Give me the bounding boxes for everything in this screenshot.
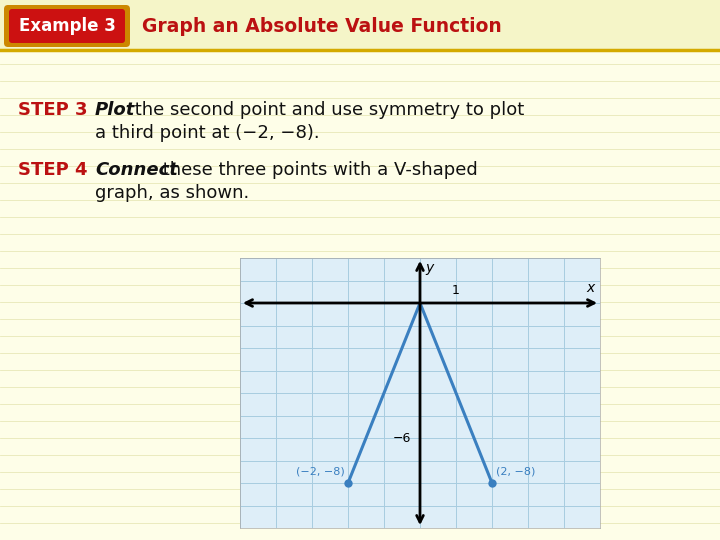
Text: STEP 3: STEP 3 <box>18 101 88 119</box>
Text: (−2, −8): (−2, −8) <box>296 466 344 476</box>
Text: Connect: Connect <box>95 161 178 179</box>
Text: (2, −8): (2, −8) <box>495 466 535 476</box>
Text: Graph an Absolute Value Function: Graph an Absolute Value Function <box>142 17 502 36</box>
Text: y: y <box>426 261 433 275</box>
FancyBboxPatch shape <box>9 9 125 43</box>
Text: these three points with a V-shaped: these three points with a V-shaped <box>157 161 478 179</box>
Text: STEP 4: STEP 4 <box>18 161 88 179</box>
FancyBboxPatch shape <box>4 5 130 47</box>
Bar <box>0 0 720 50</box>
Text: the second point and use symmetry to plot: the second point and use symmetry to plo… <box>129 101 524 119</box>
Text: Plot: Plot <box>95 101 135 119</box>
Text: Example 3: Example 3 <box>19 17 115 35</box>
Text: x: x <box>586 281 595 295</box>
Text: −6: −6 <box>392 431 411 444</box>
Text: 1: 1 <box>452 285 460 298</box>
Text: graph, as shown.: graph, as shown. <box>95 184 249 202</box>
Text: a third point at (−2, −8).: a third point at (−2, −8). <box>95 124 320 142</box>
